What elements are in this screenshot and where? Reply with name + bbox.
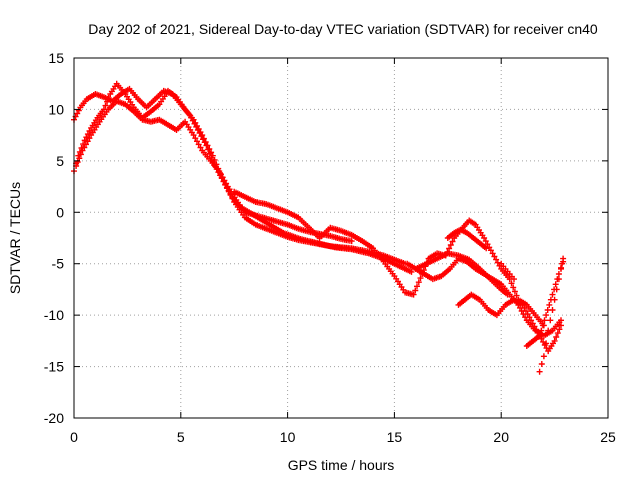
y-tick-label: 0	[56, 204, 64, 220]
x-tick-label: 20	[493, 429, 509, 445]
y-axis-label: SDTVAR / TECUs	[7, 182, 23, 294]
x-tick-label: 25	[600, 429, 616, 445]
y-tick-label: -20	[44, 410, 64, 426]
plot-frame	[73, 57, 609, 419]
series-markers	[412, 250, 511, 298]
series-markers	[523, 258, 567, 349]
x-tick-label: 10	[280, 429, 296, 445]
series-markers	[498, 260, 517, 283]
x-tick-label: 15	[387, 429, 403, 445]
y-tick-label: -10	[44, 307, 64, 323]
data-series	[444, 226, 490, 252]
y-tick-label: 15	[48, 50, 64, 66]
y-tick-label: -15	[44, 359, 64, 375]
y-tick-label: -5	[52, 256, 65, 272]
series-markers	[444, 226, 490, 252]
data-series	[412, 250, 511, 298]
x-tick-label: 5	[177, 429, 185, 445]
y-tick-label: 10	[48, 101, 64, 117]
y-tick-label: 5	[56, 153, 64, 169]
x-axis-label: GPS time / hours	[288, 457, 395, 473]
chart-title: Day 202 of 2021, Sidereal Day-to-day VTE…	[88, 21, 598, 37]
data-series	[498, 260, 517, 283]
data-series	[523, 258, 567, 349]
x-tick-label: 0	[70, 429, 78, 445]
axis-ticks: 0 5 10 15 20 25 -20 -15 -10 -5 0 5 10 15	[44, 50, 616, 445]
